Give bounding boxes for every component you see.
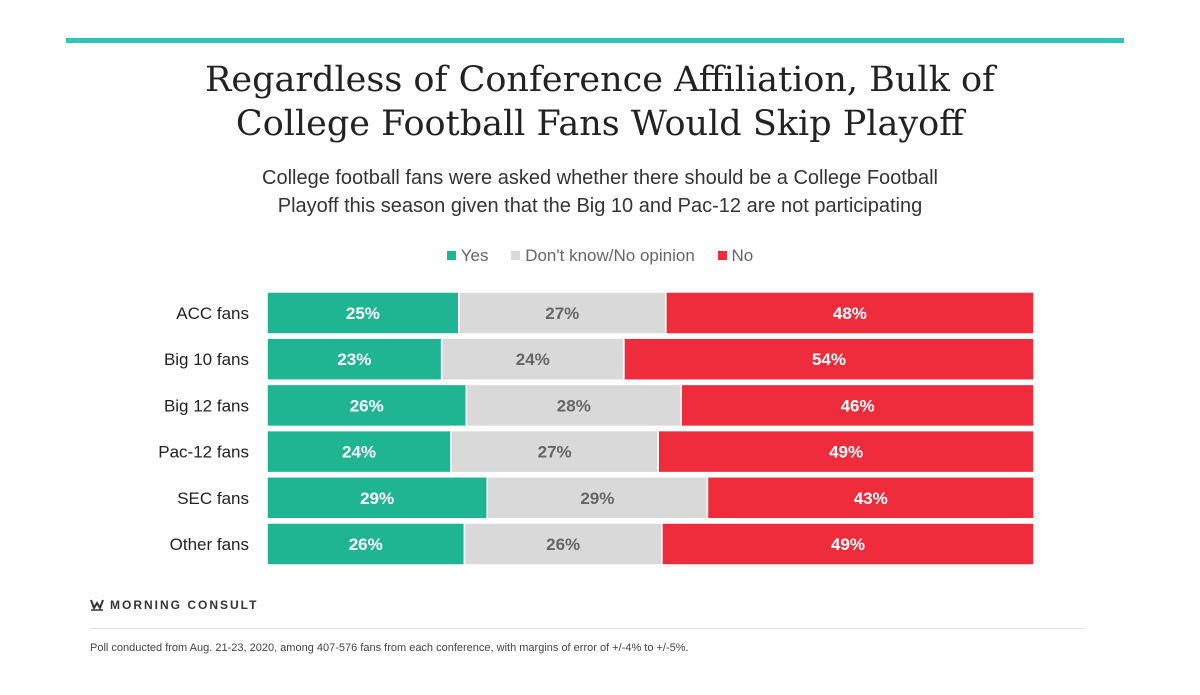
footer-divider xyxy=(90,628,1084,629)
data-label-dont-know: 27% xyxy=(545,304,579,323)
accent-rule xyxy=(66,38,1124,43)
bar-segment-no xyxy=(657,429,1035,474)
chart-title: Regardless of Conference Affiliation, Bu… xyxy=(0,58,1200,146)
chart-subtitle-line-2: Playoff this season given that the Big 1… xyxy=(277,195,923,217)
data-label-no: 43% xyxy=(854,489,888,508)
data-label-dont-know: 29% xyxy=(580,489,614,508)
category-label: SEC fans xyxy=(177,489,249,508)
chart-title-line-1: Regardless of Conference Affiliation, Bu… xyxy=(205,60,995,100)
chart-legend: Yes Don't know/No opinion No xyxy=(0,246,1200,266)
legend-label-yes: Yes xyxy=(460,246,489,265)
bar-segment-dont-know xyxy=(463,522,663,566)
legend-swatch-yes xyxy=(446,251,456,260)
bar-segment-yes xyxy=(266,476,488,520)
data-label-yes: 23% xyxy=(337,350,371,369)
brand-logo: MORNING CONSULT xyxy=(90,598,258,612)
chart-title-line-2: College Football Fans Would Skip Playoff xyxy=(235,104,965,144)
category-label: Big 12 fans xyxy=(164,396,249,415)
data-label-dont-know: 27% xyxy=(538,443,572,462)
legend-label-dont-know: Don't know/No opinion xyxy=(525,246,695,265)
data-label-no: 46% xyxy=(841,396,875,415)
chart-subtitle-line-1: College football fans were asked whether… xyxy=(262,167,938,189)
data-label-no: 48% xyxy=(833,304,867,323)
bar-segment-no xyxy=(661,522,1035,566)
bar-segment-dont-know xyxy=(450,429,659,474)
category-label: ACC fans xyxy=(176,304,249,323)
legend-item-dont-know: Don't know/No opinion xyxy=(511,246,695,266)
data-label-dont-know: 24% xyxy=(516,350,550,369)
data-label-yes: 29% xyxy=(360,489,394,508)
bar-segment-yes xyxy=(266,337,443,381)
brand-name: MORNING CONSULT xyxy=(110,598,259,612)
footnote: Poll conducted from Aug. 21-23, 2020, am… xyxy=(90,642,689,654)
legend-item-no: No xyxy=(717,246,754,266)
bar-segment-no xyxy=(706,476,1035,520)
bar-segment-no xyxy=(680,383,1035,428)
chart-subtitle: College football fans were asked whether… xyxy=(0,164,1200,220)
legend-item-yes: Yes xyxy=(446,246,489,266)
category-label: Big 10 fans xyxy=(164,350,249,369)
bar-segment-dont-know xyxy=(458,291,667,335)
data-label-yes: 26% xyxy=(350,396,384,415)
data-label-yes: 26% xyxy=(349,535,383,554)
legend-swatch-no xyxy=(717,251,727,260)
data-label-dont-know: 26% xyxy=(546,535,580,554)
bar-segment-yes xyxy=(266,291,460,335)
data-label-yes: 24% xyxy=(342,443,376,462)
category-label: Other fans xyxy=(170,535,249,554)
legend-swatch-dont-know xyxy=(511,251,521,260)
data-label-dont-know: 28% xyxy=(557,396,591,415)
data-label-no: 49% xyxy=(831,535,865,554)
legend-label-no: No xyxy=(731,246,754,265)
bar-segment-yes xyxy=(266,383,468,428)
data-label-yes: 25% xyxy=(346,304,380,323)
morning-consult-logo-icon xyxy=(90,599,104,611)
category-label: Pac-12 fans xyxy=(158,443,249,462)
bar-segment-no xyxy=(623,337,1035,381)
data-label-no: 54% xyxy=(812,350,846,369)
bar-segment-dont-know xyxy=(486,476,709,520)
data-label-no: 49% xyxy=(829,443,863,462)
bar-segment-no xyxy=(665,291,1035,335)
